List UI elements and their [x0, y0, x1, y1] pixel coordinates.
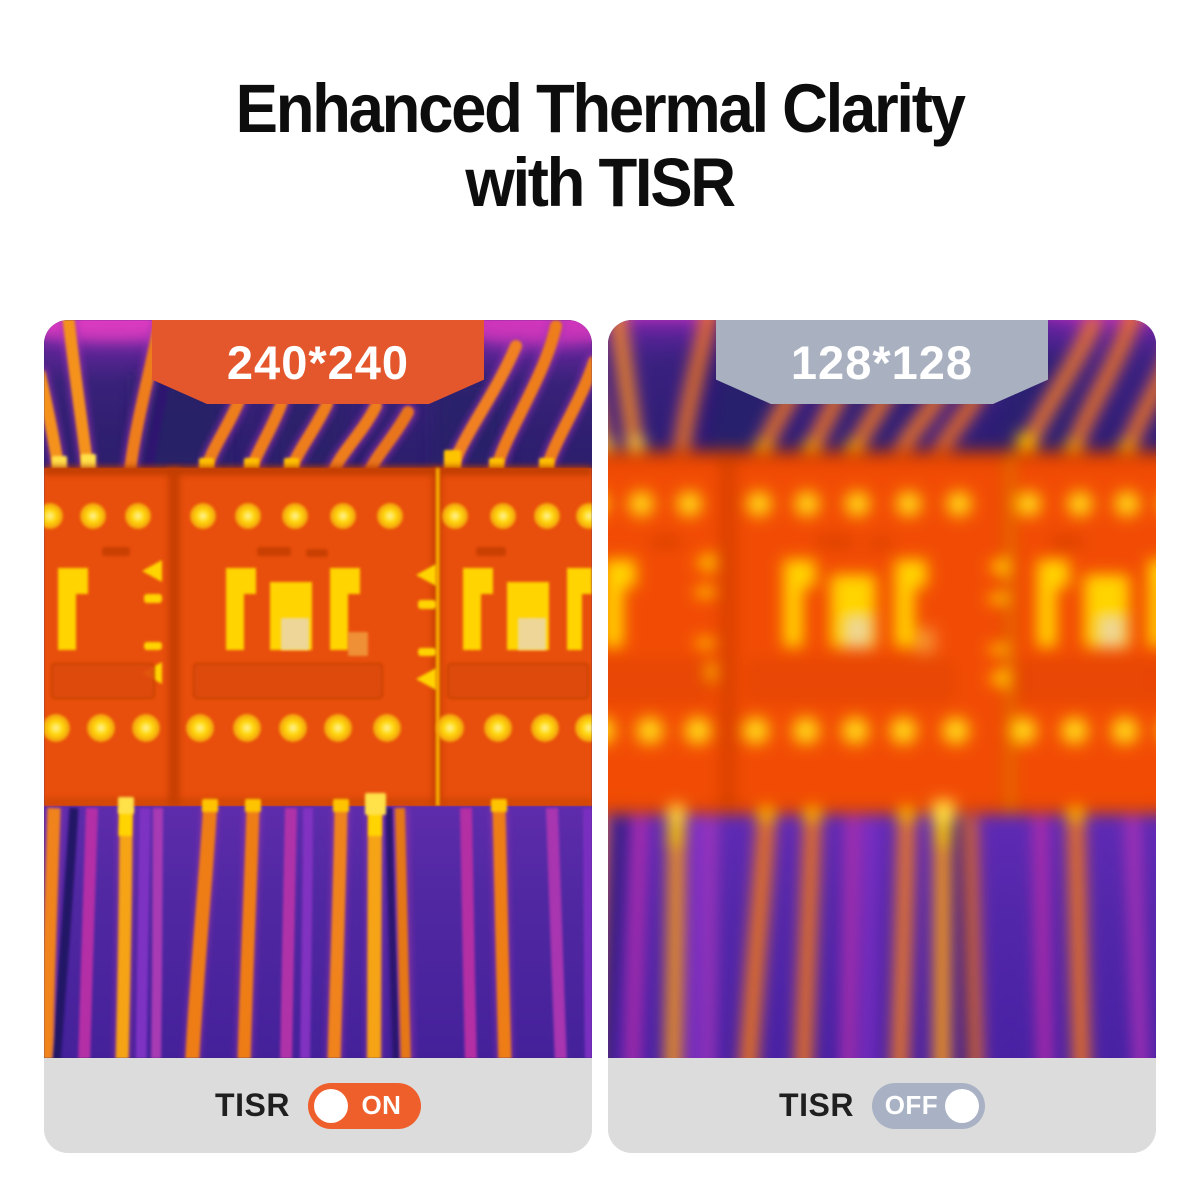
panel-footer-on: TISR ON [44, 1058, 592, 1153]
tisr-toggle-off[interactable]: OFF [871, 1082, 985, 1129]
tisr-label: TISR [215, 1087, 290, 1123]
tisr-toggle-on[interactable]: ON [307, 1082, 421, 1129]
panel-tisr-off: 128*128 TISR OFF [608, 320, 1156, 1153]
title-line-2: with TISR [465, 143, 737, 221]
resolution-badge-128: 128*128 [716, 320, 1048, 404]
title-line-1: Enhanced Thermal Clarity [236, 70, 966, 147]
thermal-image [44, 320, 592, 1058]
thermal-image-sharp: 240*240 [44, 320, 592, 1058]
resolution-badge-240: 240*240 [152, 320, 484, 404]
thermal-image-blurred: 128*128 [608, 320, 1156, 1058]
page-title: Enhanced Thermal Clarity with TISR [0, 72, 1200, 220]
toggle-knob [944, 1088, 979, 1123]
tisr-label: TISR [779, 1087, 854, 1123]
toggle-state-label: OFF [884, 1090, 939, 1120]
resolution-badge-label: 240*240 [226, 335, 410, 389]
comparison-panels: 240*240 TISR ON 128*128 TISR OFF [44, 320, 1156, 1153]
panel-tisr-on: 240*240 TISR ON [44, 320, 592, 1153]
toggle-knob [313, 1088, 348, 1123]
panel-footer-off: TISR OFF [608, 1058, 1156, 1153]
thermal-image [608, 320, 1156, 1058]
resolution-badge-label: 128*128 [790, 335, 974, 389]
toggle-state-label: ON [361, 1090, 402, 1120]
